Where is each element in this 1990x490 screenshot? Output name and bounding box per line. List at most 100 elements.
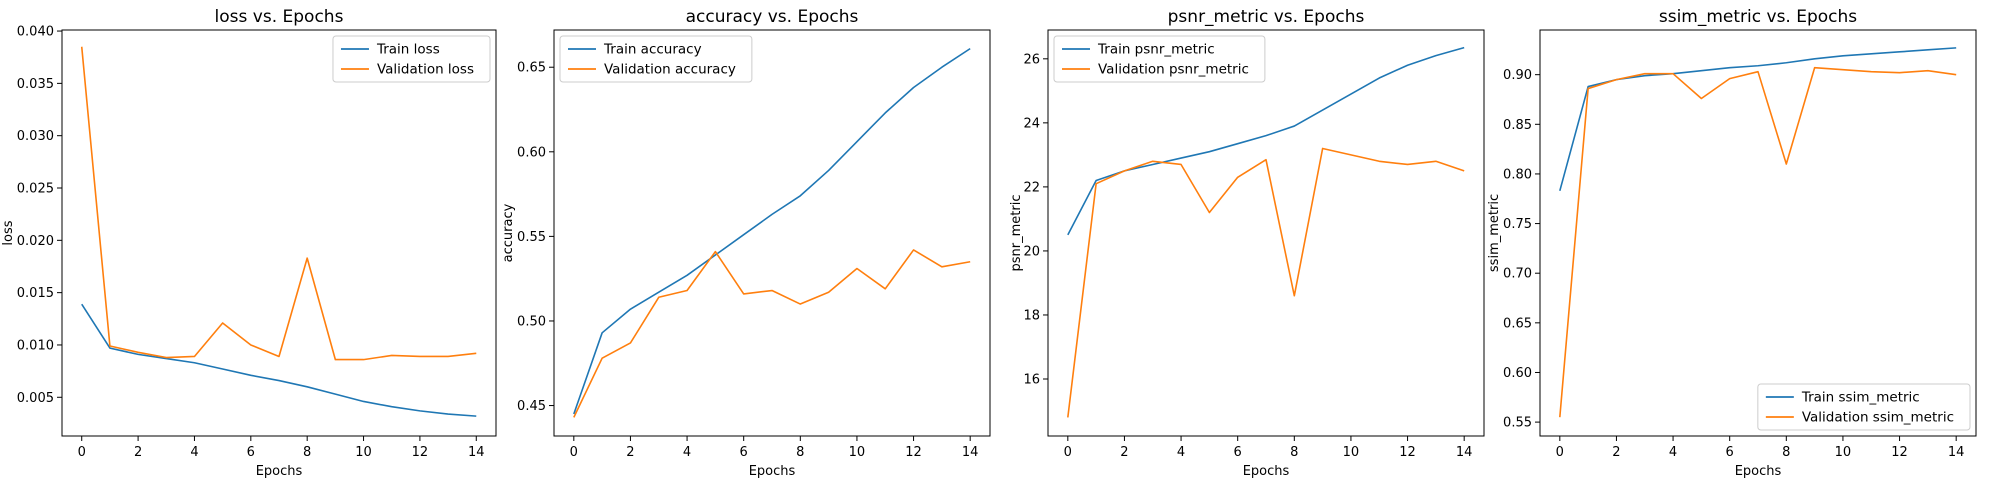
plot-frame — [553, 29, 991, 437]
x-tick-label: 8 — [1290, 445, 1298, 460]
y-tick-label: 0.60 — [517, 145, 546, 160]
series-line-train — [81, 303, 477, 417]
plot-frame — [61, 29, 497, 437]
chart-panel-4: ssim_metric vs. Epochs 0 2 4 6 8 10 12 14 0.55 0.6… — [1487, 7, 1977, 479]
x-tick-label: 14 — [1456, 445, 1473, 460]
x-axis-label: Epochs — [749, 464, 796, 479]
x-tick-label: 0 — [570, 445, 578, 460]
chart-panel-2: accuracy vs. Epochs 0 2 4 6 8 10 12 14 0.45 0.50 0.… — [501, 7, 991, 479]
y-tick-label: 0.55 — [1503, 416, 1532, 431]
series-line-validation — [80, 46, 477, 361]
legend: Train accuracy Validation accuracy — [559, 35, 753, 83]
x-tick-label: 6 — [1234, 445, 1242, 460]
x-tick-label: 0 — [1556, 445, 1564, 460]
x-tick-label: 10 — [849, 445, 866, 460]
y-tick-label: 0.50 — [517, 314, 546, 329]
x-tick-label: 10 — [1343, 445, 1360, 460]
y-tick-label: 0.90 — [1503, 68, 1532, 83]
legend-label: Train loss — [376, 42, 440, 58]
x-tick-label: 12 — [905, 445, 922, 460]
legend-box — [559, 35, 753, 83]
series-line-train — [1067, 46, 1465, 236]
y-tick-label: 0.040 — [17, 25, 54, 40]
y-tick-label: 0.65 — [1503, 316, 1532, 331]
chart-title: psnr_metric vs. Epochs — [1168, 7, 1365, 27]
x-tick-label: 0 — [1064, 445, 1072, 460]
x-tick-label: 10 — [355, 445, 372, 460]
legend-box — [332, 35, 491, 83]
x-tick-label: 4 — [190, 445, 198, 460]
y-tick-label: 0.75 — [1503, 217, 1532, 232]
y-tick-label: 0.030 — [17, 129, 54, 144]
legend-label: Validation accuracy — [604, 62, 736, 78]
y-tick-label: 0.005 — [17, 391, 54, 406]
x-tick-label: 4 — [1669, 445, 1677, 460]
x-tick-label: 8 — [303, 445, 311, 460]
chart-title: accuracy vs. Epochs — [686, 7, 859, 27]
x-axis-label: Epochs — [1243, 464, 1290, 479]
x-tick-label: 2 — [1120, 445, 1128, 460]
x-axis-label: Epochs — [256, 464, 303, 479]
legend: Train loss Validation loss — [332, 35, 491, 83]
y-tick-label: 0.035 — [17, 77, 54, 92]
x-tick-label: 14 — [468, 445, 485, 460]
y-tick-label: 26 — [1023, 52, 1040, 67]
legend-box — [1053, 35, 1266, 83]
x-tick-label: 2 — [626, 445, 634, 460]
x-tick-label: 2 — [134, 445, 142, 460]
series-line-train — [1559, 47, 1957, 192]
y-axis-label: loss — [1, 220, 16, 245]
x-tick-label: 4 — [683, 445, 691, 460]
x-tick-label: 0 — [78, 445, 86, 460]
x-tick-label: 2 — [1612, 445, 1620, 460]
legend-box — [1757, 383, 1971, 431]
legend-label: Validation psnr_metric — [1098, 62, 1249, 78]
legend-label: Train psnr_metric — [1097, 42, 1215, 58]
y-tick-label: 0.85 — [1503, 118, 1532, 133]
y-tick-label: 0.025 — [17, 182, 54, 197]
y-tick-label: 0.70 — [1503, 267, 1532, 282]
plot-frame — [1539, 29, 1977, 437]
y-tick-label: 20 — [1023, 244, 1040, 259]
series-line-validation — [1067, 147, 1465, 418]
legend: Train ssim_metric Validation ssim_metric — [1757, 383, 1971, 431]
x-tick-label: 14 — [962, 445, 979, 460]
x-tick-label: 6 — [1726, 445, 1734, 460]
x-tick-label: 8 — [796, 445, 804, 460]
x-tick-label: 6 — [740, 445, 748, 460]
y-tick-label: 0.015 — [17, 286, 54, 301]
x-tick-label: 6 — [247, 445, 255, 460]
x-axis-label: Epochs — [1735, 464, 1782, 479]
x-tick-label: 4 — [1177, 445, 1185, 460]
legend-label: Train ssim_metric — [1801, 390, 1920, 406]
x-tick-label: 14 — [1948, 445, 1965, 460]
chart-panel-1: loss vs. Epochs 0 2 4 6 8 10 12 14 0.005 0.010 0.01… — [1, 7, 497, 479]
y-tick-label: 0.45 — [517, 399, 546, 414]
y-tick-label: 16 — [1023, 373, 1040, 388]
y-tick-label: 0.55 — [517, 230, 546, 245]
y-tick-label: 22 — [1023, 180, 1040, 195]
legend: Train psnr_metric Validation psnr_metric — [1053, 35, 1266, 83]
series-line-validation — [573, 249, 971, 418]
legend-label: Train accuracy — [603, 42, 702, 58]
y-tick-label: 0.020 — [17, 234, 54, 249]
x-tick-label: 12 — [412, 445, 429, 460]
legend-label: Validation ssim_metric — [1802, 410, 1954, 426]
y-tick-label: 18 — [1023, 308, 1040, 323]
y-axis-label: accuracy — [501, 203, 516, 262]
x-tick-label: 10 — [1835, 445, 1852, 460]
y-axis-label: psnr_metric — [1009, 195, 1024, 272]
y-tick-label: 0.65 — [517, 61, 546, 76]
plot-frame — [1047, 29, 1485, 437]
chart-title: loss vs. Epochs — [215, 7, 344, 27]
x-tick-label: 8 — [1782, 445, 1790, 460]
y-axis-label: ssim_metric — [1487, 194, 1502, 272]
series-line-validation — [1559, 66, 1957, 418]
y-tick-label: 0.80 — [1503, 167, 1532, 182]
y-tick-label: 24 — [1023, 116, 1040, 131]
series-line-train — [573, 47, 971, 415]
x-tick-label: 12 — [1399, 445, 1416, 460]
legend-label: Validation loss — [377, 62, 474, 78]
